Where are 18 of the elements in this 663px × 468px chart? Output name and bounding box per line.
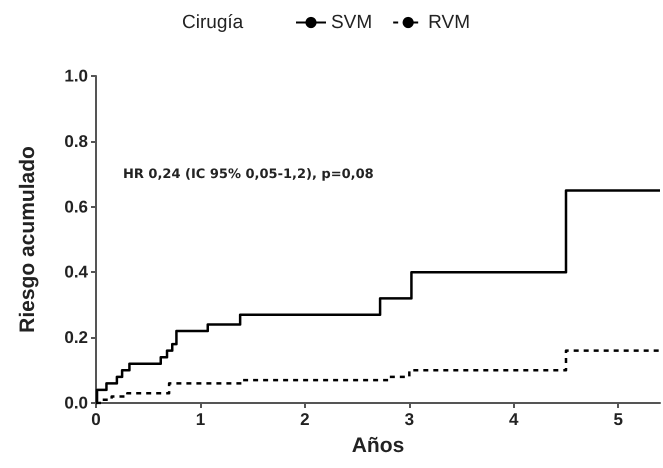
x-tick-label: 2 [300,410,310,429]
y-tick-label: 0.8 [64,132,88,151]
legend-title: Cirugía [182,12,244,33]
x-tick-label: 0 [91,410,101,429]
x-tick-label: 1 [196,410,206,429]
x-tick-label: 4 [509,410,520,429]
x-tick-label: 5 [613,410,623,429]
legend-label: SVM [331,12,372,33]
annotation: HR 0,24 (IC 95% 0,05-1,2), p=0,08 [123,167,374,182]
legend-label: RVM [428,12,470,33]
y-tick-label: 0.0 [64,394,88,412]
x-tick-label: 3 [404,410,414,429]
y-tick-label: 0.2 [64,328,88,348]
y-tick-label: 0.4 [64,262,89,282]
y-axis-title: Riesgo acumulado [16,146,39,333]
y-tick-label: 0.6 [64,197,88,216]
y-tick-label: 1.0 [64,66,88,86]
x-axis-title: Años [352,434,404,457]
